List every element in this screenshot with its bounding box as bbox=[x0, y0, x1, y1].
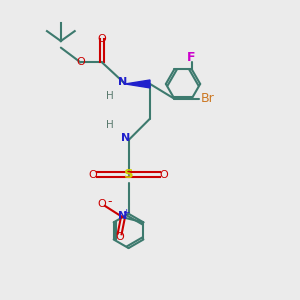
Text: N: N bbox=[118, 211, 127, 221]
Text: +: + bbox=[122, 208, 130, 217]
Text: O: O bbox=[76, 58, 85, 68]
Text: F: F bbox=[188, 51, 196, 64]
Text: Br: Br bbox=[201, 92, 215, 105]
Polygon shape bbox=[125, 80, 150, 88]
Text: O: O bbox=[98, 34, 106, 44]
Text: S: S bbox=[124, 168, 133, 181]
Text: H: H bbox=[106, 91, 114, 100]
Text: N: N bbox=[118, 77, 127, 87]
Text: O: O bbox=[89, 170, 98, 180]
Text: O: O bbox=[115, 232, 124, 242]
Text: -: - bbox=[107, 195, 112, 208]
Text: O: O bbox=[160, 170, 168, 180]
Text: O: O bbox=[98, 199, 106, 209]
Text: N: N bbox=[121, 134, 130, 143]
Text: H: H bbox=[106, 120, 114, 130]
